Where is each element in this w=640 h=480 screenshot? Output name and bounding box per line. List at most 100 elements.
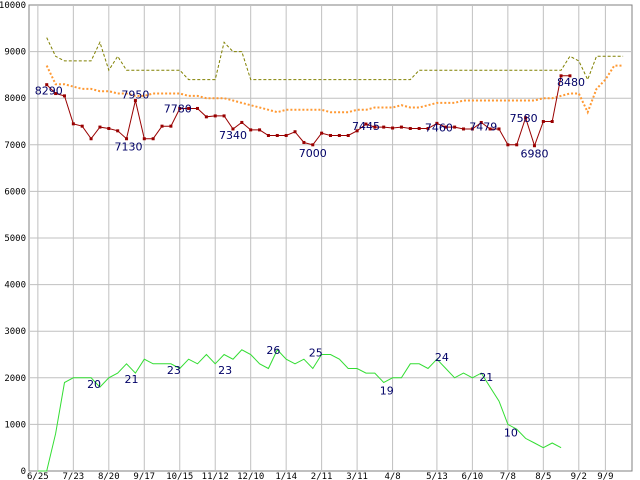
x-tick-label: 2/11 — [311, 472, 333, 480]
price-point — [222, 114, 226, 118]
data-label: 8480 — [557, 76, 585, 89]
price-point — [515, 143, 519, 147]
x-tick-label: 6/25 — [27, 472, 49, 480]
price-point — [213, 114, 217, 118]
price-point — [284, 133, 288, 137]
series-line-green_volume — [37, 348, 562, 472]
data-label: 7000 — [299, 147, 327, 160]
price-point — [231, 127, 235, 131]
x-tick-label: 9/17 — [133, 472, 155, 480]
price-point — [240, 120, 244, 124]
price-point — [71, 122, 75, 126]
y-tick-label: 7000 — [4, 141, 26, 151]
x-tick-label: 7/8 — [500, 472, 516, 480]
price-point — [337, 133, 341, 137]
price-point — [435, 121, 439, 125]
data-label: 8290 — [35, 85, 63, 98]
x-tick-label: 11/12 — [202, 472, 229, 480]
price-point — [479, 120, 483, 124]
price-point — [559, 74, 563, 78]
price-point — [169, 124, 173, 128]
x-tick-label: 8/20 — [98, 472, 120, 480]
price-point — [302, 140, 306, 144]
price-point — [497, 127, 501, 131]
y-tick-label: 4000 — [4, 281, 26, 291]
series-line-darkred_price — [46, 75, 570, 148]
price-point — [107, 126, 111, 130]
x-tick-label: 7/23 — [62, 472, 84, 480]
price-point — [329, 133, 332, 137]
price-point — [382, 125, 386, 129]
price-point — [80, 124, 84, 128]
x-axis-ticks: 6/25 7/23 8/20 9/17 10/15 11/12 12/10 1/14 2/11 3… — [27, 472, 614, 480]
price-point — [178, 106, 182, 110]
price-point — [541, 120, 545, 123]
x-tick-label: 8/5 — [535, 472, 551, 480]
data-label: 7445 — [352, 120, 380, 133]
grid-lines — [29, 5, 632, 471]
y-tick-label: 2000 — [4, 374, 26, 384]
price-point — [320, 131, 324, 135]
y-tick-label: 0 — [21, 467, 26, 477]
data-label: 20 — [87, 378, 101, 391]
price-point — [444, 125, 448, 129]
price-point — [550, 120, 554, 123]
y-tick-label: 10000 — [0, 1, 26, 11]
x-tick-label: 10/15 — [166, 472, 193, 480]
x-tick-label: 6/10 — [462, 472, 484, 480]
data-label: 23 — [167, 364, 181, 377]
price-point — [187, 106, 191, 110]
price-point — [568, 74, 572, 78]
series-line-orange_dotted — [45, 64, 624, 115]
data-label: 7479 — [469, 120, 497, 133]
x-tick-label: 12/10 — [237, 472, 264, 480]
y-tick-label: 8000 — [4, 94, 26, 104]
data-label: 24 — [435, 351, 449, 364]
data-label: 7460 — [425, 121, 453, 134]
price-point — [62, 94, 66, 98]
price-point — [506, 143, 510, 147]
price-point — [133, 99, 137, 103]
price-point — [45, 83, 49, 87]
price-point — [89, 137, 93, 141]
data-label: 7580 — [510, 112, 538, 125]
data-label: 7340 — [219, 129, 247, 142]
price-point — [195, 106, 199, 110]
price-point — [346, 133, 350, 137]
price-point — [142, 137, 146, 141]
price-point — [391, 126, 395, 130]
price-point — [160, 124, 164, 128]
data-label: 26 — [266, 344, 280, 357]
price-point — [462, 127, 466, 131]
price-point — [399, 125, 403, 129]
price-point — [98, 125, 102, 129]
price-point — [151, 137, 155, 141]
data-label: 19 — [380, 384, 394, 397]
data-label: 10 — [504, 426, 518, 439]
price-point — [249, 128, 253, 132]
price-point — [266, 133, 270, 137]
price-point — [470, 127, 474, 131]
price-point — [417, 126, 421, 130]
data-label: 21 — [125, 373, 139, 386]
price-point — [275, 133, 279, 137]
data-label: 25 — [309, 347, 323, 360]
price-point — [125, 137, 129, 141]
price-point — [116, 129, 120, 133]
price-point — [488, 127, 492, 131]
y-tick-label: 9000 — [4, 48, 26, 58]
price-point — [408, 126, 412, 130]
y-tick-label: 5000 — [4, 234, 26, 244]
data-labels: 8290 7950 7130 7780 7340 7000 7445 7460 7479 7580… — [35, 76, 585, 440]
data-label: 6980 — [520, 148, 548, 161]
y-tick-label: 1000 — [4, 420, 26, 430]
data-label: 7780 — [164, 102, 192, 115]
price-point — [311, 143, 315, 147]
price-point — [426, 126, 430, 130]
price-point — [293, 130, 297, 134]
x-tick-label: 4/8 — [384, 472, 400, 480]
x-tick-label: 5/13 — [426, 472, 448, 480]
price-point — [364, 122, 368, 126]
x-tick-label: 9/9 — [597, 472, 613, 480]
price-point — [54, 92, 58, 96]
